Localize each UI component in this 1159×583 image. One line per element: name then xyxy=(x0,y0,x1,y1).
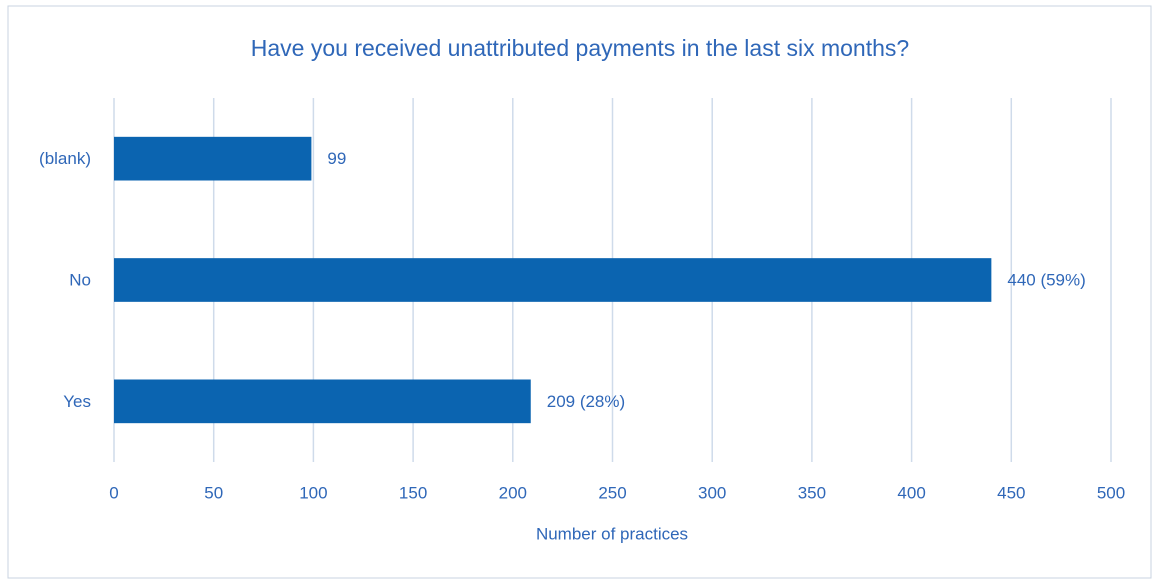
x-tick-label: 250 xyxy=(598,483,626,502)
bar xyxy=(114,258,992,302)
bar xyxy=(114,136,312,181)
y-tick-label: Yes xyxy=(63,392,91,411)
x-tick-label: 200 xyxy=(499,483,527,502)
data-label: 209 (28%) xyxy=(547,392,625,411)
x-tick-label: 400 xyxy=(897,483,925,502)
x-tick-label: 500 xyxy=(1097,483,1125,502)
x-tick-label: 450 xyxy=(997,483,1025,502)
x-tick-label: 300 xyxy=(698,483,726,502)
x-axis-label: Number of practices xyxy=(536,524,688,543)
x-tick-label: 150 xyxy=(399,483,427,502)
y-tick-label: (blank) xyxy=(39,149,91,168)
bar xyxy=(114,379,531,424)
x-tick-label: 50 xyxy=(204,483,223,502)
chart-title: Have you received unattributed payments … xyxy=(251,35,909,61)
y-tick-label: No xyxy=(69,270,91,289)
x-tick-label: 100 xyxy=(299,483,327,502)
x-tick-label: 0 xyxy=(109,483,118,502)
data-label: 99 xyxy=(327,149,346,168)
data-label: 440 (59%) xyxy=(1007,270,1085,289)
x-tick-label: 350 xyxy=(798,483,826,502)
